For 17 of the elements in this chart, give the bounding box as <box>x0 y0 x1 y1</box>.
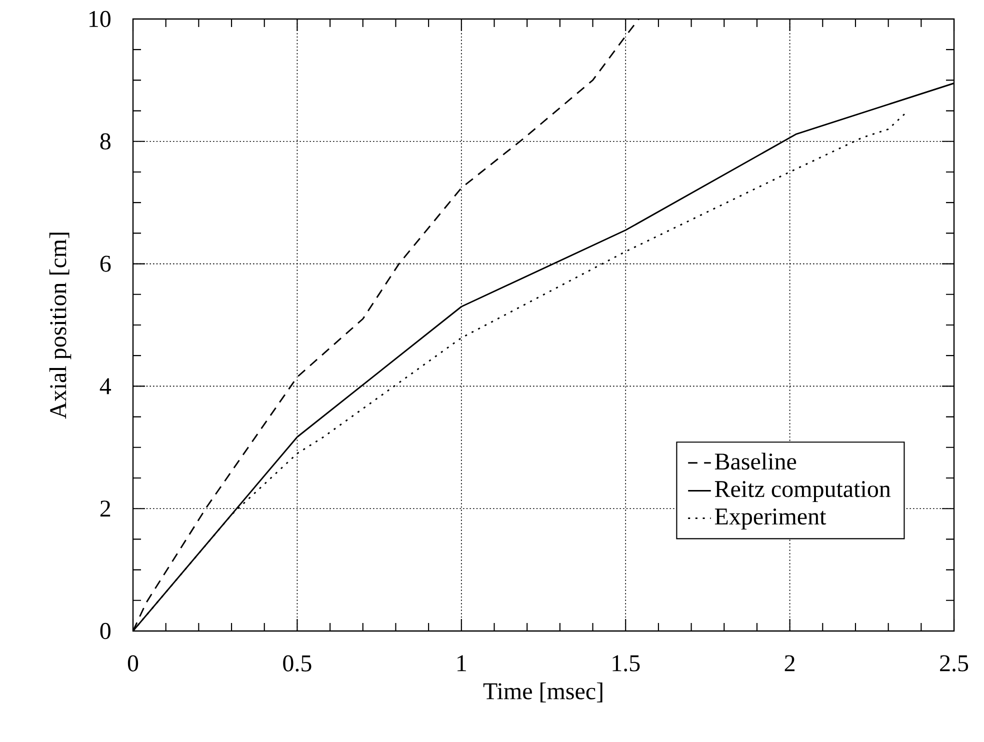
y-tick-label: 4 <box>100 378 112 394</box>
y-tick-label: 6 <box>100 256 111 272</box>
legend-label: Experiment <box>714 508 826 530</box>
x-tick-label: 2 <box>784 655 794 672</box>
y-tick-label: 10 <box>90 10 110 28</box>
legend-label: Reitz computation <box>714 481 891 502</box>
x-axis-title: Time [msec] <box>483 682 602 702</box>
legend-label: Baseline <box>714 452 796 470</box>
x-tick-label: 1 <box>458 655 466 672</box>
x-tick-label: 0 <box>128 655 138 672</box>
x-tick-label: 2.5 <box>940 655 968 672</box>
y-tick-label: 0 <box>100 622 110 640</box>
x-tick-label: 1.5 <box>612 655 640 672</box>
y-tick-label: 2 <box>100 500 110 517</box>
y-tick-label: 8 <box>100 133 110 150</box>
x-tick-label: 0.5 <box>283 655 312 672</box>
y-axis-title: Axial position [cm] <box>49 232 72 419</box>
